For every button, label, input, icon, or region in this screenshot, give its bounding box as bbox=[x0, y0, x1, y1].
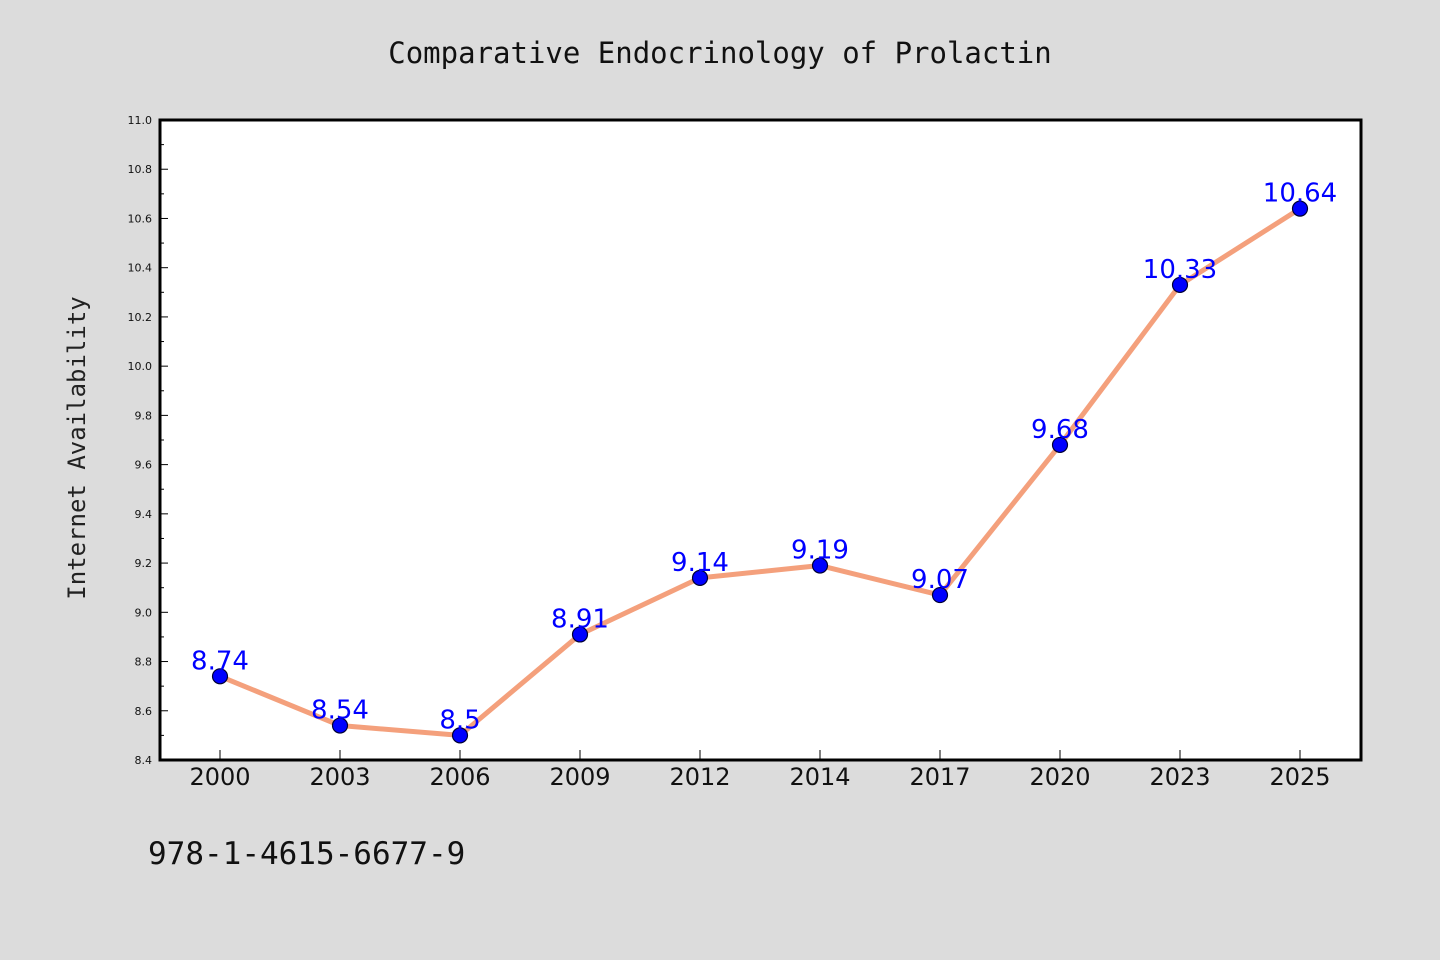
y-tick-label: 10.4 bbox=[128, 262, 153, 275]
data-point bbox=[211, 668, 229, 685]
y-tick-label: 8.6 bbox=[135, 705, 153, 718]
x-tick-label: 2020 bbox=[1029, 763, 1090, 791]
x-tick-label: 2006 bbox=[429, 763, 490, 791]
data-point bbox=[571, 626, 589, 643]
y-tick-label: 11.0 bbox=[128, 114, 153, 127]
y-tick-label: 10.0 bbox=[128, 360, 153, 373]
data-point bbox=[931, 586, 949, 604]
x-tick-label: 2017 bbox=[909, 763, 970, 791]
y-tick-label: 9.2 bbox=[135, 557, 153, 570]
y-tick-label: 9.0 bbox=[135, 606, 153, 619]
data-labels: 8.74 8.54 8.5 8.91 9.14 9.19 9.07 9.68 10.33 10.6… bbox=[191, 179, 1337, 736]
x-tick-label: 2012 bbox=[669, 763, 730, 791]
data-point bbox=[1171, 276, 1189, 294]
data-label: 9.14 bbox=[671, 548, 729, 578]
x-axis-ticks: 2000 2003 2006 2009 2012 2014 2017 2020 2023 2025 bbox=[189, 750, 1331, 791]
data-point bbox=[811, 557, 829, 574]
x-tick-label: 2009 bbox=[549, 763, 610, 791]
series-line-group bbox=[217, 206, 1303, 738]
data-point bbox=[1051, 436, 1069, 454]
y-tick-label: 10.6 bbox=[128, 212, 153, 225]
y-tick-label: 10.8 bbox=[128, 163, 153, 176]
data-label: 9.19 bbox=[791, 536, 849, 566]
data-label: 8.54 bbox=[311, 696, 369, 726]
series-line bbox=[217, 206, 1303, 738]
isbn-footer: 978-1-4615-6677-9 bbox=[148, 836, 465, 872]
y-axis-label: Internet Availability bbox=[63, 296, 91, 599]
y-tick-label: 8.8 bbox=[135, 656, 153, 669]
x-tick-label: 2014 bbox=[789, 763, 850, 791]
data-label: 10.64 bbox=[1263, 179, 1337, 209]
y-tick-label: 10.2 bbox=[128, 311, 153, 324]
data-label: 8.91 bbox=[551, 604, 609, 634]
data-point bbox=[451, 727, 469, 744]
data-label: 8.5 bbox=[439, 705, 480, 735]
data-point bbox=[1291, 200, 1309, 217]
y-axis-ticks: 8.4 8.6 8.8 9.0 9.2 9.4 9.6 9.8 10.0 10.2 10.4 10.6… bbox=[128, 114, 168, 767]
y-tick-label: 9.8 bbox=[135, 409, 153, 422]
plot-area bbox=[158, 118, 1363, 762]
data-markers bbox=[211, 200, 1309, 744]
data-label: 9.68 bbox=[1031, 415, 1089, 445]
data-label: 9.07 bbox=[911, 565, 969, 595]
x-tick-label: 2000 bbox=[189, 763, 250, 791]
y-tick-label: 9.6 bbox=[135, 459, 153, 472]
x-tick-label: 2025 bbox=[1269, 763, 1330, 791]
y-tick-label: 8.4 bbox=[135, 754, 153, 767]
data-point bbox=[331, 717, 349, 734]
chart-title: Comparative Endocrinology of Prolactin bbox=[388, 36, 1051, 70]
data-point bbox=[691, 569, 709, 586]
data-label: 10.33 bbox=[1143, 255, 1217, 285]
x-tick-label: 2003 bbox=[309, 763, 370, 791]
x-tick-label: 2023 bbox=[1149, 763, 1210, 791]
y-tick-label: 9.4 bbox=[135, 508, 153, 521]
data-label: 8.74 bbox=[191, 646, 249, 676]
